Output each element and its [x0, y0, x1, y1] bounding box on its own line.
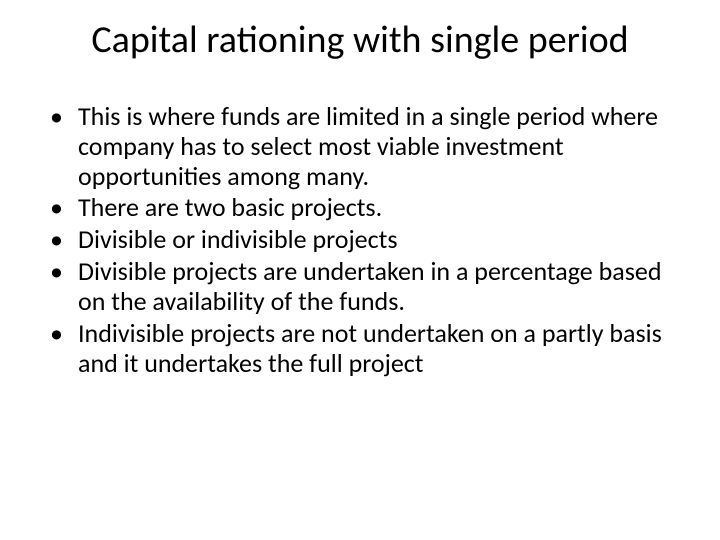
list-item: There are two basic projects.: [50, 193, 670, 223]
list-item: Divisible or indivisible projects: [50, 225, 670, 255]
slide: Capital rationing with single period Thi…: [0, 0, 720, 540]
list-item: This is where funds are limited in a sin…: [50, 102, 670, 192]
list-item: Divisible projects are undertaken in a p…: [50, 257, 670, 317]
list-item: Indivisible projects are not undertaken …: [50, 319, 670, 379]
bullet-list: This is where funds are limited in a sin…: [40, 102, 680, 379]
slide-title: Capital rationing with single period: [40, 20, 680, 62]
